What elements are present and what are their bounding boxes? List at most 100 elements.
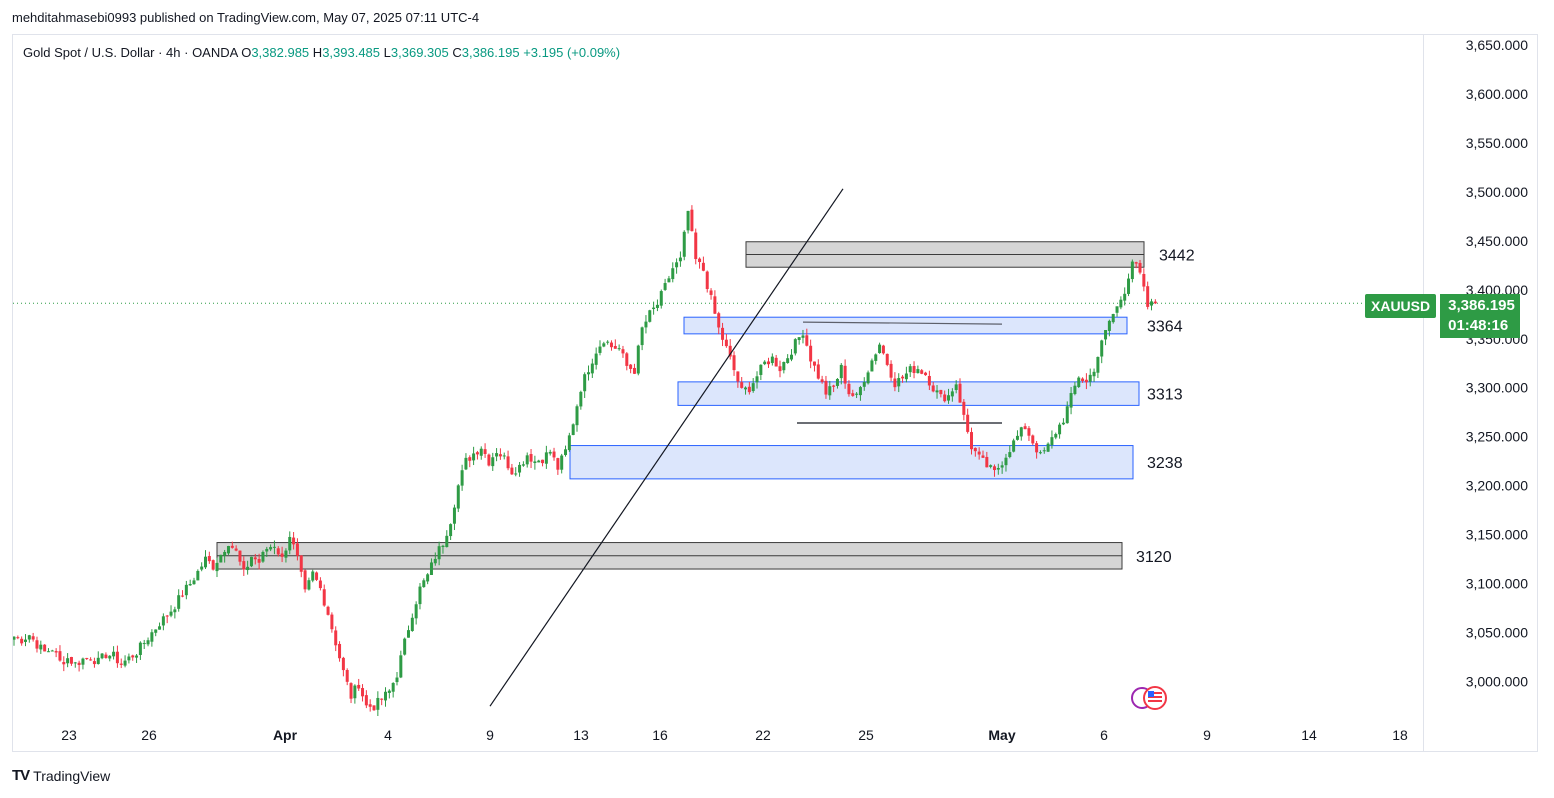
candle-body bbox=[169, 611, 173, 616]
candle-body bbox=[571, 424, 575, 436]
legend-symbol: Gold Spot / U.S. Dollar · 4h · OANDA bbox=[23, 45, 238, 60]
candle-body bbox=[475, 452, 479, 455]
candle-body bbox=[548, 451, 552, 454]
candle-body bbox=[361, 688, 365, 697]
candle-body bbox=[970, 432, 973, 450]
candle-body bbox=[104, 654, 108, 658]
candle-body bbox=[1123, 293, 1127, 301]
candle-body bbox=[43, 644, 47, 652]
candle-body bbox=[391, 682, 395, 692]
candle-body bbox=[165, 615, 169, 617]
candle-body bbox=[215, 562, 219, 572]
legend-open-label: O bbox=[241, 45, 252, 60]
y-axis-tick-label: 3,250.000 bbox=[1466, 429, 1528, 445]
candle-body bbox=[755, 376, 759, 383]
candle-body bbox=[330, 614, 334, 630]
x-axis-tick-label: 9 bbox=[1203, 727, 1211, 743]
candle-body bbox=[640, 327, 644, 346]
candle-body bbox=[778, 366, 782, 372]
tradingview-brand[interactable]: TV TradingView bbox=[12, 767, 110, 784]
candle-body bbox=[1008, 452, 1012, 458]
candle-body bbox=[985, 456, 989, 468]
x-axis-tick-label: Apr bbox=[273, 727, 298, 743]
candle-body bbox=[403, 638, 407, 655]
candle-body bbox=[1019, 427, 1023, 437]
candle-body bbox=[732, 355, 736, 371]
legend-high-label: H bbox=[312, 45, 323, 60]
candle-body bbox=[1146, 286, 1150, 307]
candle-body bbox=[801, 335, 805, 338]
candle-body bbox=[579, 391, 583, 407]
candle-body bbox=[989, 465, 993, 467]
candle-body bbox=[564, 449, 568, 456]
candle-body bbox=[295, 543, 299, 556]
candle-body bbox=[587, 372, 590, 375]
trendline bbox=[489, 188, 844, 707]
candle-body bbox=[292, 537, 296, 545]
candle-body bbox=[533, 461, 537, 464]
y-axis-tick-label: 3,200.000 bbox=[1466, 478, 1528, 494]
candle-body bbox=[862, 382, 866, 387]
candle-body bbox=[196, 570, 200, 581]
candle-body bbox=[598, 346, 602, 353]
candle-body bbox=[108, 655, 112, 659]
candle-body bbox=[269, 547, 273, 550]
candle-body bbox=[694, 232, 698, 260]
candle-body bbox=[31, 636, 35, 640]
candle-body bbox=[138, 642, 142, 655]
candle-body bbox=[372, 705, 376, 711]
candle-body bbox=[958, 383, 962, 403]
candle-body bbox=[721, 327, 725, 340]
candle-body bbox=[893, 378, 897, 388]
candle-body bbox=[1073, 385, 1077, 395]
candle-body bbox=[119, 663, 123, 665]
candle-body bbox=[767, 361, 771, 365]
candle-body bbox=[242, 561, 246, 570]
candle-body bbox=[686, 210, 690, 231]
candle-body bbox=[828, 386, 832, 396]
candle-body bbox=[939, 389, 943, 395]
candle-body bbox=[472, 453, 476, 461]
candle-body bbox=[717, 313, 721, 328]
legend-close-label: C bbox=[452, 45, 462, 60]
candle-body bbox=[230, 545, 234, 548]
candle-body bbox=[441, 545, 445, 548]
candle-body bbox=[142, 643, 146, 645]
candle-body bbox=[874, 354, 878, 361]
candle-body bbox=[502, 455, 506, 457]
price-tag-symbol: XAUUSD bbox=[1365, 294, 1437, 318]
candle-body bbox=[648, 310, 652, 322]
candle-body bbox=[529, 454, 533, 462]
candle-body bbox=[709, 290, 713, 295]
candle-body bbox=[575, 406, 579, 426]
y-axis-tick-label: 3,550.000 bbox=[1466, 135, 1528, 151]
candle-body bbox=[594, 353, 598, 365]
candle-body bbox=[426, 574, 430, 582]
candle-body bbox=[521, 464, 525, 466]
candle-body bbox=[897, 378, 901, 387]
candle-body bbox=[1038, 452, 1042, 454]
candle-body bbox=[667, 278, 671, 283]
candle-body bbox=[789, 354, 793, 360]
candle-body bbox=[58, 651, 62, 661]
candle-body bbox=[625, 353, 629, 366]
candle-body bbox=[924, 372, 928, 376]
candle-body bbox=[866, 372, 870, 384]
tradingview-name: TradingView bbox=[33, 767, 111, 784]
candle-body bbox=[1027, 428, 1031, 436]
y-axis-tick-label: 3,500.000 bbox=[1466, 184, 1528, 200]
candle-body bbox=[246, 566, 250, 571]
candle-body bbox=[514, 473, 518, 475]
candle-body bbox=[950, 391, 954, 397]
candle-body bbox=[50, 650, 54, 652]
candle-body bbox=[456, 485, 460, 509]
candle-body bbox=[184, 584, 188, 596]
candle-body bbox=[824, 380, 828, 395]
candle-body bbox=[962, 401, 966, 415]
legend-change: +3.195 (+0.09%) bbox=[523, 45, 621, 60]
economic-event-flag-icon[interactable] bbox=[1131, 684, 1169, 712]
candle-body bbox=[736, 371, 740, 382]
candle-body bbox=[793, 339, 797, 354]
candle-body bbox=[341, 657, 345, 671]
